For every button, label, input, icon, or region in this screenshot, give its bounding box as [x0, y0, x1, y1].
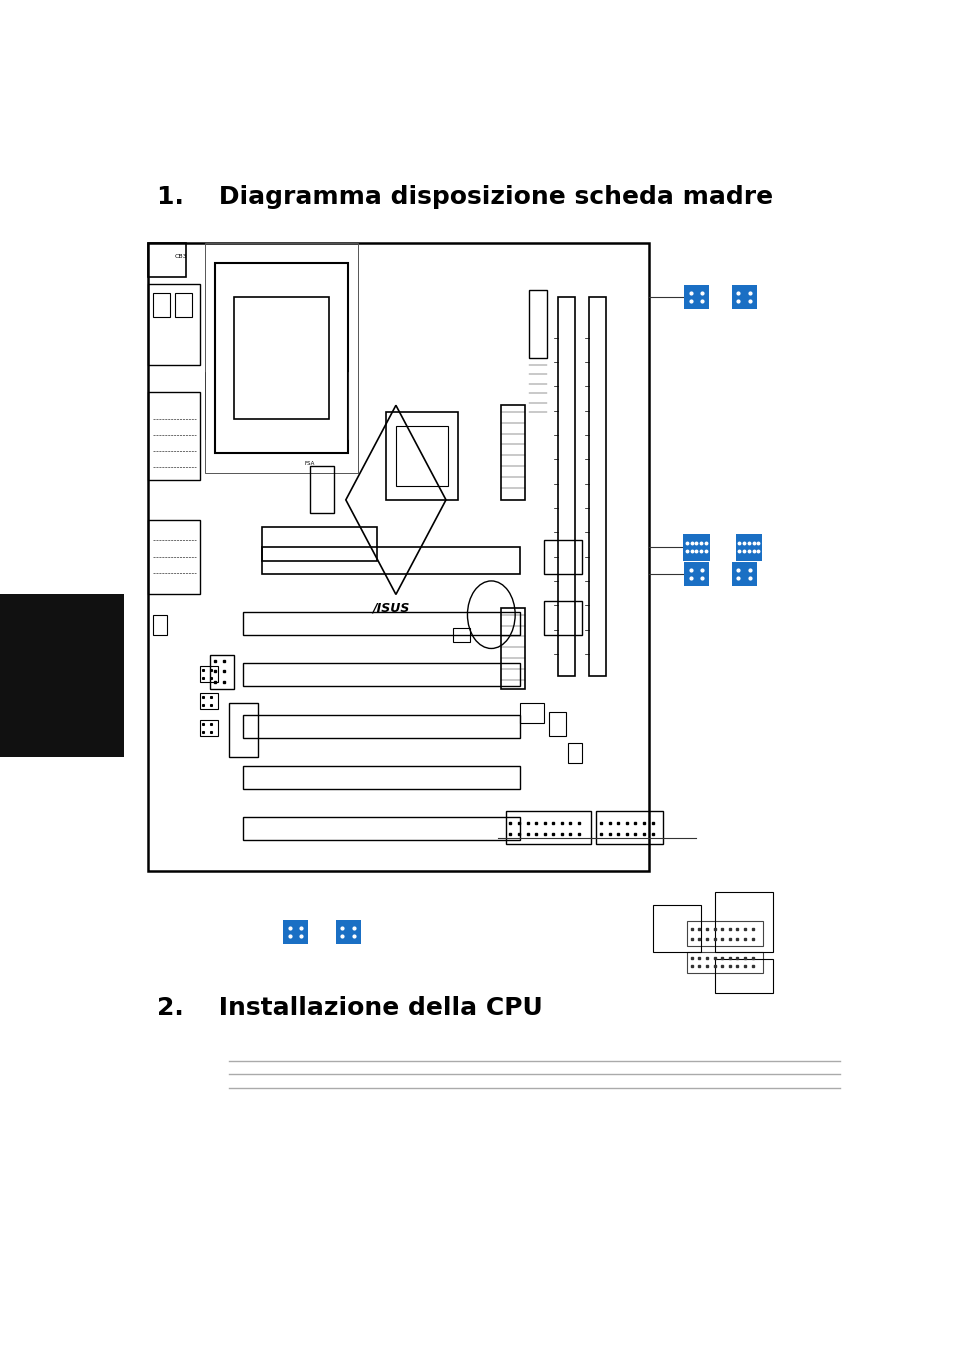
Bar: [243, 715, 519, 738]
Bar: [683, 285, 708, 309]
Bar: [0, 594, 124, 757]
Bar: [505, 811, 591, 844]
Bar: [543, 601, 581, 635]
Bar: [567, 743, 581, 763]
Bar: [243, 663, 519, 686]
Bar: [519, 703, 543, 723]
Bar: [715, 959, 772, 993]
Bar: [686, 952, 762, 973]
Bar: [152, 293, 170, 317]
Bar: [310, 466, 334, 513]
Bar: [500, 405, 524, 500]
Bar: [558, 297, 575, 676]
Bar: [262, 527, 376, 561]
Bar: [243, 766, 519, 789]
Bar: [686, 921, 762, 946]
Bar: [715, 892, 772, 952]
Bar: [200, 693, 217, 709]
Bar: [229, 703, 257, 757]
Text: 2.    Installazione della CPU: 2. Installazione della CPU: [157, 996, 542, 1020]
Bar: [148, 392, 200, 480]
Bar: [653, 905, 700, 952]
Bar: [731, 562, 756, 586]
Text: FSA: FSA: [305, 461, 314, 466]
Bar: [735, 534, 761, 561]
Bar: [148, 243, 648, 871]
Bar: [548, 712, 565, 736]
Bar: [243, 817, 519, 840]
Bar: [205, 243, 357, 473]
Bar: [148, 284, 200, 365]
Text: CB3: CB3: [174, 254, 188, 259]
Bar: [200, 666, 217, 682]
Bar: [682, 534, 709, 561]
Bar: [283, 920, 308, 944]
Text: /ISUS: /ISUS: [372, 601, 410, 615]
Bar: [335, 920, 360, 944]
Bar: [529, 290, 546, 358]
Bar: [588, 297, 605, 676]
Bar: [200, 720, 217, 736]
Bar: [214, 263, 348, 453]
Bar: [500, 608, 524, 689]
Bar: [731, 285, 756, 309]
Bar: [148, 520, 200, 594]
Bar: [596, 811, 662, 844]
Bar: [210, 655, 233, 689]
Bar: [262, 547, 519, 574]
Bar: [683, 562, 708, 586]
Bar: [233, 297, 329, 419]
Bar: [174, 293, 192, 317]
Bar: [148, 243, 186, 277]
Bar: [543, 540, 581, 574]
Bar: [395, 426, 448, 486]
Bar: [453, 628, 470, 642]
Text: 1.    Diagramma disposizione scheda madre: 1. Diagramma disposizione scheda madre: [157, 185, 773, 209]
Bar: [386, 412, 457, 500]
Bar: [152, 615, 167, 635]
Bar: [243, 612, 519, 635]
